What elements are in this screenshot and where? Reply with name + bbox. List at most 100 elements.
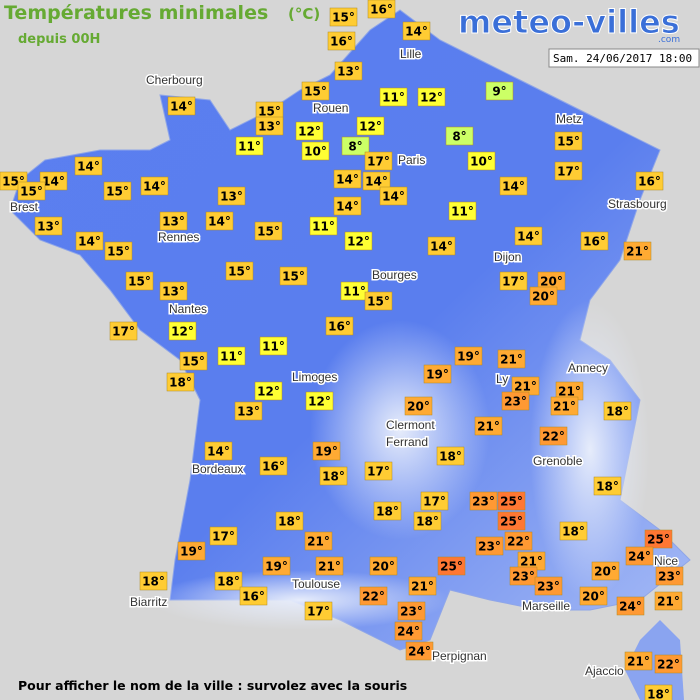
temperature-marker: 14°	[205, 211, 234, 231]
temperature-marker: 25°	[497, 491, 526, 511]
temperature-marker: 14°	[204, 441, 233, 461]
temperature-marker: 14°	[74, 156, 103, 176]
temperature-box	[159, 281, 188, 301]
temperature-marker: 11°	[448, 201, 477, 221]
temperature-box	[74, 156, 103, 176]
temperature-label: 11°	[451, 205, 474, 219]
temperature-label: 11°	[238, 140, 261, 154]
temperature-marker: 18°	[644, 684, 673, 700]
temperature-label: 18°	[142, 575, 165, 589]
temperature-label: 16°	[370, 3, 393, 17]
temperature-label: 21°	[318, 560, 341, 574]
temperature-box	[103, 181, 132, 201]
temperature-marker: 12°	[417, 87, 446, 107]
temperature-label: 11°	[312, 220, 335, 234]
temperature-box	[445, 126, 474, 146]
temperature-marker: 19°	[177, 541, 206, 561]
temperature-box	[168, 321, 197, 341]
temperature-box	[275, 511, 304, 531]
temperature-marker: 23°	[509, 566, 538, 586]
temperature-marker: 16°	[325, 316, 354, 336]
temperature-label: 17°	[557, 165, 580, 179]
temperature-box	[420, 491, 449, 511]
city-name: Rouen	[313, 101, 348, 115]
temperature-marker: 23°	[469, 491, 498, 511]
temperature-label: 10°	[470, 155, 493, 169]
temperature-box	[179, 351, 208, 371]
city-name: Paris	[398, 153, 425, 167]
temperature-box	[333, 196, 362, 216]
temperature-marker: 19°	[312, 441, 341, 461]
city-name: Dijon	[494, 250, 521, 264]
temperature-label: 23°	[478, 540, 501, 554]
temperature-marker: 21°	[550, 396, 579, 416]
temperature-box	[364, 461, 393, 481]
temperature-label: 20°	[540, 275, 563, 289]
temperature-label: 17°	[112, 325, 135, 339]
temperature-box	[259, 456, 288, 476]
temperature-box	[529, 286, 558, 306]
temperature-marker: 20°	[404, 396, 433, 416]
temperature-label: 18°	[606, 405, 629, 419]
temperature-label: 15°	[258, 105, 281, 119]
temperature-label: 23°	[472, 495, 495, 509]
temperature-label: 18°	[562, 525, 585, 539]
title: Températures minimales	[4, 2, 268, 24]
temperature-marker: 14°	[140, 176, 169, 196]
temperature-label: 19°	[457, 350, 480, 364]
temperature-box	[417, 87, 446, 107]
temperature-marker: 11°	[217, 346, 246, 366]
temperature-box	[204, 441, 233, 461]
temperature-box	[239, 586, 268, 606]
temperature-marker: 14°	[499, 176, 528, 196]
temperature-label: 21°	[553, 400, 576, 414]
temperature-marker: 18°	[559, 521, 588, 541]
temperature-marker: 21°	[511, 376, 540, 396]
temperature-label: 14°	[382, 190, 405, 204]
temperature-box	[109, 321, 138, 341]
temperature-label: 21°	[477, 420, 500, 434]
temperature-label: 15°	[557, 135, 580, 149]
temperature-box	[344, 231, 373, 251]
temperature-label: 22°	[657, 658, 680, 672]
temperature-marker: 19°	[454, 346, 483, 366]
temperature-box	[254, 221, 283, 241]
temperature-box	[394, 621, 423, 641]
temperature-marker: 12°	[295, 121, 324, 141]
city-name: Annecy	[568, 361, 608, 375]
temperature-box	[554, 161, 583, 181]
temperature-box	[654, 654, 683, 674]
temperature-marker: 12°	[344, 231, 373, 251]
temperature-label: 13°	[220, 190, 243, 204]
temperature-label: 24°	[408, 645, 431, 659]
temperature-box	[550, 396, 579, 416]
temperature-label: 17°	[307, 605, 330, 619]
logo: meteo-villes	[458, 3, 680, 41]
temperature-box	[625, 546, 654, 566]
temperature-box	[475, 536, 504, 556]
city-name: Bourges	[372, 268, 417, 282]
temperature-box	[485, 81, 514, 101]
temperature-box	[301, 81, 330, 101]
temperature-box	[423, 364, 452, 384]
temperature-label: 14°	[42, 175, 65, 189]
temperature-box	[405, 641, 434, 661]
temperature-label: 23°	[400, 605, 423, 619]
city-name: Bordeaux	[192, 462, 243, 476]
temperature-box	[501, 391, 530, 411]
temperature-box	[254, 381, 283, 401]
temperature-marker: 20°	[591, 561, 620, 581]
temperature-box	[75, 231, 104, 251]
temperature-label: 21°	[520, 555, 543, 569]
temperature-marker: 12°	[305, 391, 334, 411]
temperature-box	[402, 21, 431, 41]
temperature-marker: 8°	[341, 136, 370, 156]
temperature-marker: 23°	[397, 601, 426, 621]
temperature-box	[205, 211, 234, 231]
temperature-label: 18°	[322, 470, 345, 484]
temperature-marker: 15°	[17, 181, 46, 201]
temperature-box	[234, 401, 263, 421]
temperature-label: 19°	[426, 368, 449, 382]
temperature-box	[534, 576, 563, 596]
temperature-marker: 14°	[75, 231, 104, 251]
